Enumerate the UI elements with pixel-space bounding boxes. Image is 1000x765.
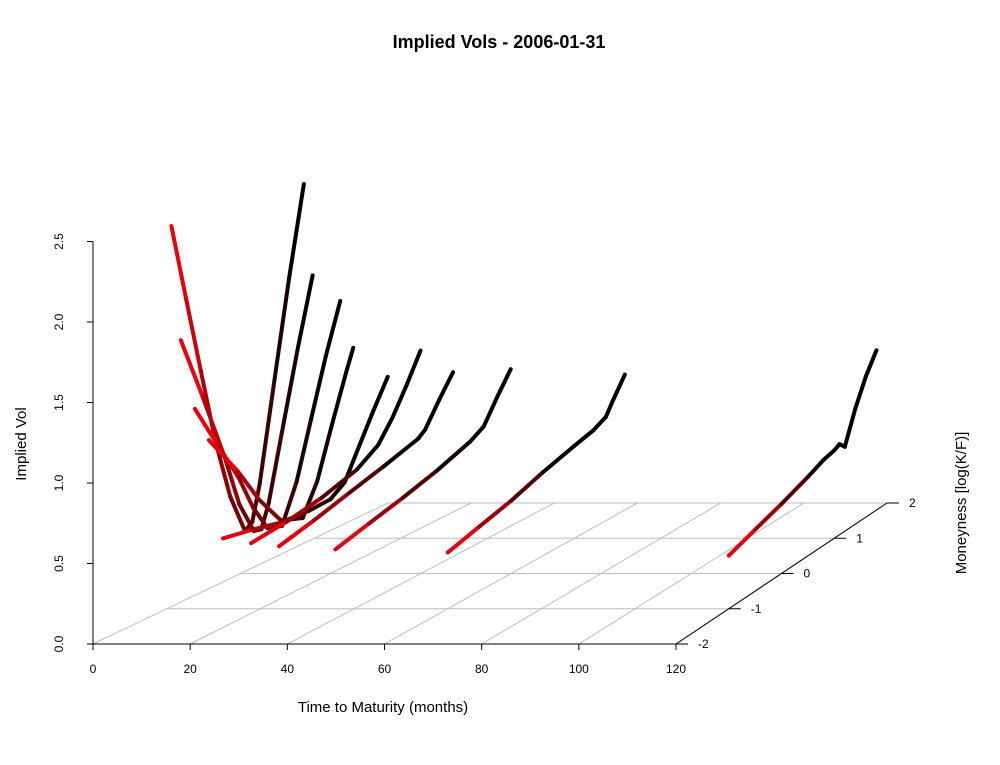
series-3-segment-6 bbox=[329, 370, 349, 429]
series-3-segment-1 bbox=[235, 469, 262, 503]
grid-line-x-2 bbox=[287, 502, 555, 645]
series-1-segment-8 bbox=[295, 273, 315, 350]
series-6-segment-5 bbox=[423, 398, 442, 432]
z-tick-label-4: 2 bbox=[909, 496, 916, 510]
series-0-segment-4 bbox=[228, 494, 248, 534]
series-6-segment-0 bbox=[277, 518, 316, 549]
grid-line-x-1 bbox=[189, 502, 472, 645]
x-tick-label-2: 40 bbox=[281, 662, 295, 676]
series-0-segment-7 bbox=[257, 378, 277, 486]
series-6-segment-1 bbox=[311, 491, 351, 523]
x-tick-label-3: 60 bbox=[378, 662, 392, 676]
z-tick-label-1: -1 bbox=[751, 602, 762, 616]
series-5-segment-2 bbox=[319, 467, 359, 500]
x-tick-label-6: 120 bbox=[666, 662, 686, 676]
series-5-segment-3 bbox=[354, 443, 381, 472]
series-7-segment-2 bbox=[400, 468, 439, 500]
x-axis-label: Time to Maturity (months) bbox=[298, 699, 468, 716]
z-tick-label-2: 0 bbox=[804, 567, 811, 581]
series-7-segment-4 bbox=[468, 424, 486, 444]
series-2-segment-0 bbox=[192, 406, 219, 446]
series-5-segment-6 bbox=[404, 348, 423, 388]
y-tick-label-4: 2.0 bbox=[52, 313, 66, 330]
y-axis-label: Implied Vol bbox=[13, 407, 30, 480]
series-8-segment-5 bbox=[591, 414, 608, 433]
series-7-segment-5 bbox=[481, 394, 500, 429]
back-grid bbox=[92, 502, 888, 645]
series-7-segment-3 bbox=[434, 439, 473, 473]
series-9-segment-7 bbox=[842, 406, 858, 449]
series-8-segment-2 bbox=[509, 470, 545, 503]
series-curves bbox=[169, 181, 879, 558]
y-tick-label-2: 1.0 bbox=[52, 474, 66, 491]
series-6-segment-3 bbox=[381, 436, 421, 469]
series-8-segment-3 bbox=[540, 443, 577, 475]
axes: 0 20 40 60 80 100 120 0.0 0.5 1.0 1.5 2.0 2.5 -2 -1 0 1 2 bbox=[52, 233, 916, 676]
series-9-segment-4 bbox=[821, 448, 837, 462]
x-tick-label-5: 100 bbox=[569, 662, 589, 676]
series-0-segment-1 bbox=[184, 297, 203, 374]
series-9-segment-0 bbox=[726, 527, 758, 558]
series-4-segment-4 bbox=[328, 480, 347, 502]
series-8-segment-6 bbox=[603, 400, 615, 419]
series-2-segment-8 bbox=[323, 298, 343, 359]
y-tick-label-5: 2.5 bbox=[52, 233, 66, 250]
series-1-segment-0 bbox=[178, 338, 205, 400]
y-tick-label-3: 1.5 bbox=[52, 394, 66, 411]
series-1-segment-7 bbox=[281, 345, 300, 427]
series-4-segment-3 bbox=[306, 497, 333, 513]
series-3-segment-5 bbox=[315, 424, 334, 484]
z-axis-label: Moneyness [log(K/F)] bbox=[953, 432, 970, 575]
series-3-segment-2 bbox=[257, 498, 284, 523]
series-1-segment-6 bbox=[266, 422, 286, 506]
series-8-segment-1 bbox=[477, 498, 513, 529]
series-5-segment-5 bbox=[390, 383, 409, 421]
grid-line-x-3 bbox=[384, 502, 638, 645]
series-6-segment-2 bbox=[346, 464, 386, 496]
series-2-segment-6 bbox=[294, 416, 314, 484]
x-tick-label-0: 0 bbox=[90, 662, 97, 676]
series-9-segment-9 bbox=[863, 348, 879, 379]
series-9-segment-2 bbox=[779, 474, 810, 506]
series-9-segment-1 bbox=[753, 501, 784, 532]
series-7-segment-1 bbox=[367, 495, 405, 526]
grid-line-x-0 bbox=[92, 502, 389, 645]
series-4-segment-7 bbox=[371, 374, 390, 413]
series-4-segment-0 bbox=[220, 527, 254, 541]
series-0-segment-9 bbox=[287, 181, 306, 280]
x-tick-label-4: 80 bbox=[475, 662, 489, 676]
series-8-segment-4 bbox=[572, 428, 596, 448]
series-5-segment-0 bbox=[249, 519, 289, 546]
series-2-segment-2 bbox=[236, 475, 256, 510]
grid-line-x-4 bbox=[481, 502, 721, 645]
series-3-segment-0 bbox=[206, 438, 240, 474]
series-6-segment-6 bbox=[437, 370, 456, 403]
series-4-segment-1 bbox=[249, 520, 283, 532]
series-9-segment-8 bbox=[853, 374, 868, 411]
series-4-segment-6 bbox=[357, 408, 376, 449]
x-tick-label-1: 20 bbox=[183, 662, 197, 676]
series-9-segment-3 bbox=[805, 457, 826, 479]
series-0-segment-6 bbox=[250, 481, 262, 524]
z-tick-label-3: 1 bbox=[856, 531, 863, 545]
chart-title: Implied Vols - 2006-01-31 bbox=[393, 32, 606, 52]
series-1-segment-3 bbox=[237, 502, 257, 534]
z-tick-label-0: -2 bbox=[698, 637, 709, 651]
series-0-segment-0 bbox=[169, 224, 189, 302]
series-0-segment-8 bbox=[272, 275, 292, 383]
series-5-segment-4 bbox=[376, 416, 395, 448]
series-1-segment-2 bbox=[222, 455, 242, 507]
y-tick-label-0: 0.0 bbox=[52, 635, 66, 652]
series-5-segment-1 bbox=[284, 495, 324, 524]
series-8-segment-7 bbox=[610, 372, 627, 405]
series-7-segment-0 bbox=[333, 521, 372, 552]
series-7-segment-6 bbox=[495, 367, 513, 399]
series-2-segment-7 bbox=[309, 354, 328, 421]
series-3-segment-7 bbox=[344, 345, 356, 375]
series-8-segment-0 bbox=[445, 524, 482, 555]
grid-line-x-5 bbox=[578, 502, 805, 645]
y-tick-label-1: 0.5 bbox=[52, 555, 66, 572]
